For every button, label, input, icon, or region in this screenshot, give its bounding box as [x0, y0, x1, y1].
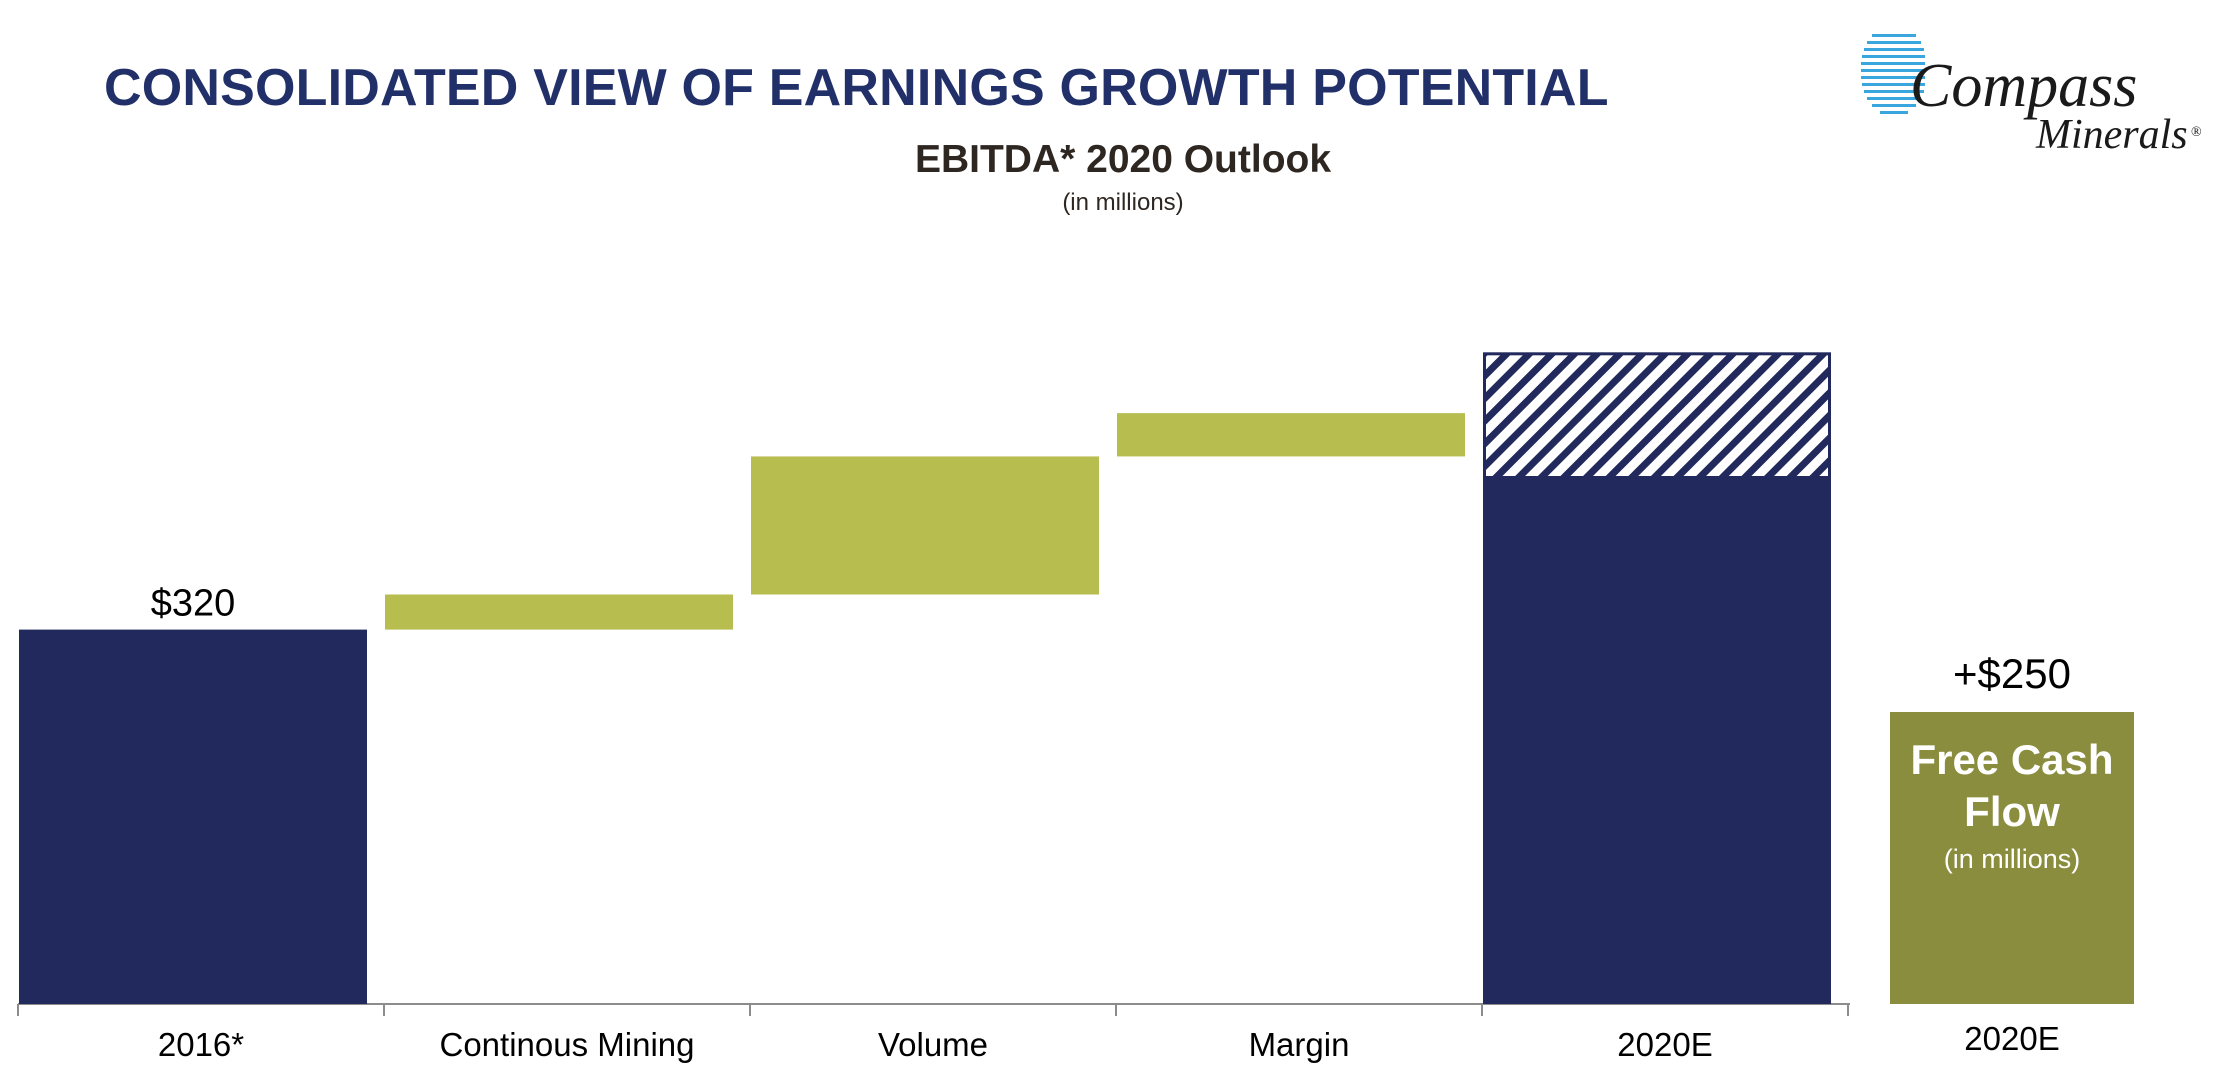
fcf-subtitle: (in millions) [1943, 844, 2081, 874]
page-title: CONSOLIDATED VIEW OF EARNINGS GROWTH POT… [104, 59, 1609, 117]
fcf-value-label: +$250 [1953, 650, 2071, 697]
category-label: Volume [878, 1026, 988, 1063]
chart-subtitle: (in millions) [1062, 189, 1184, 216]
fcf-title-line2: Flow [1964, 788, 2060, 835]
bar-continous-mining [385, 594, 733, 630]
fcf-category-label: 2020E [1964, 1020, 2060, 1057]
bar-volume [751, 456, 1099, 595]
category-label: 2016* [158, 1026, 244, 1063]
bar-2020e-upside-range [1483, 352, 1831, 479]
logo-word-minerals: Minerals [2035, 112, 2188, 158]
bar-2016 [19, 629, 367, 1004]
company-logo: Compass Minerals ® [1861, 34, 2202, 158]
logo-word-compass: Compass [1910, 52, 2137, 120]
category-label: Margin [1249, 1026, 1350, 1063]
bar-margin [1117, 413, 1465, 457]
category-label: Continous Mining [440, 1026, 695, 1063]
registered-mark: ® [2191, 125, 2202, 140]
free-cash-flow-bar: Free Cash Flow (in millions) [1890, 712, 2134, 1004]
globe-stripes-icon [1861, 34, 1925, 114]
data-label-2016: $320 [151, 583, 236, 625]
category-label: 2020E [1617, 1026, 1712, 1063]
chart-title: EBITDA* 2020 Outlook [914, 138, 1332, 181]
fcf-title-line1: Free Cash [1910, 736, 2114, 783]
bar-2020e [1483, 477, 1831, 1004]
